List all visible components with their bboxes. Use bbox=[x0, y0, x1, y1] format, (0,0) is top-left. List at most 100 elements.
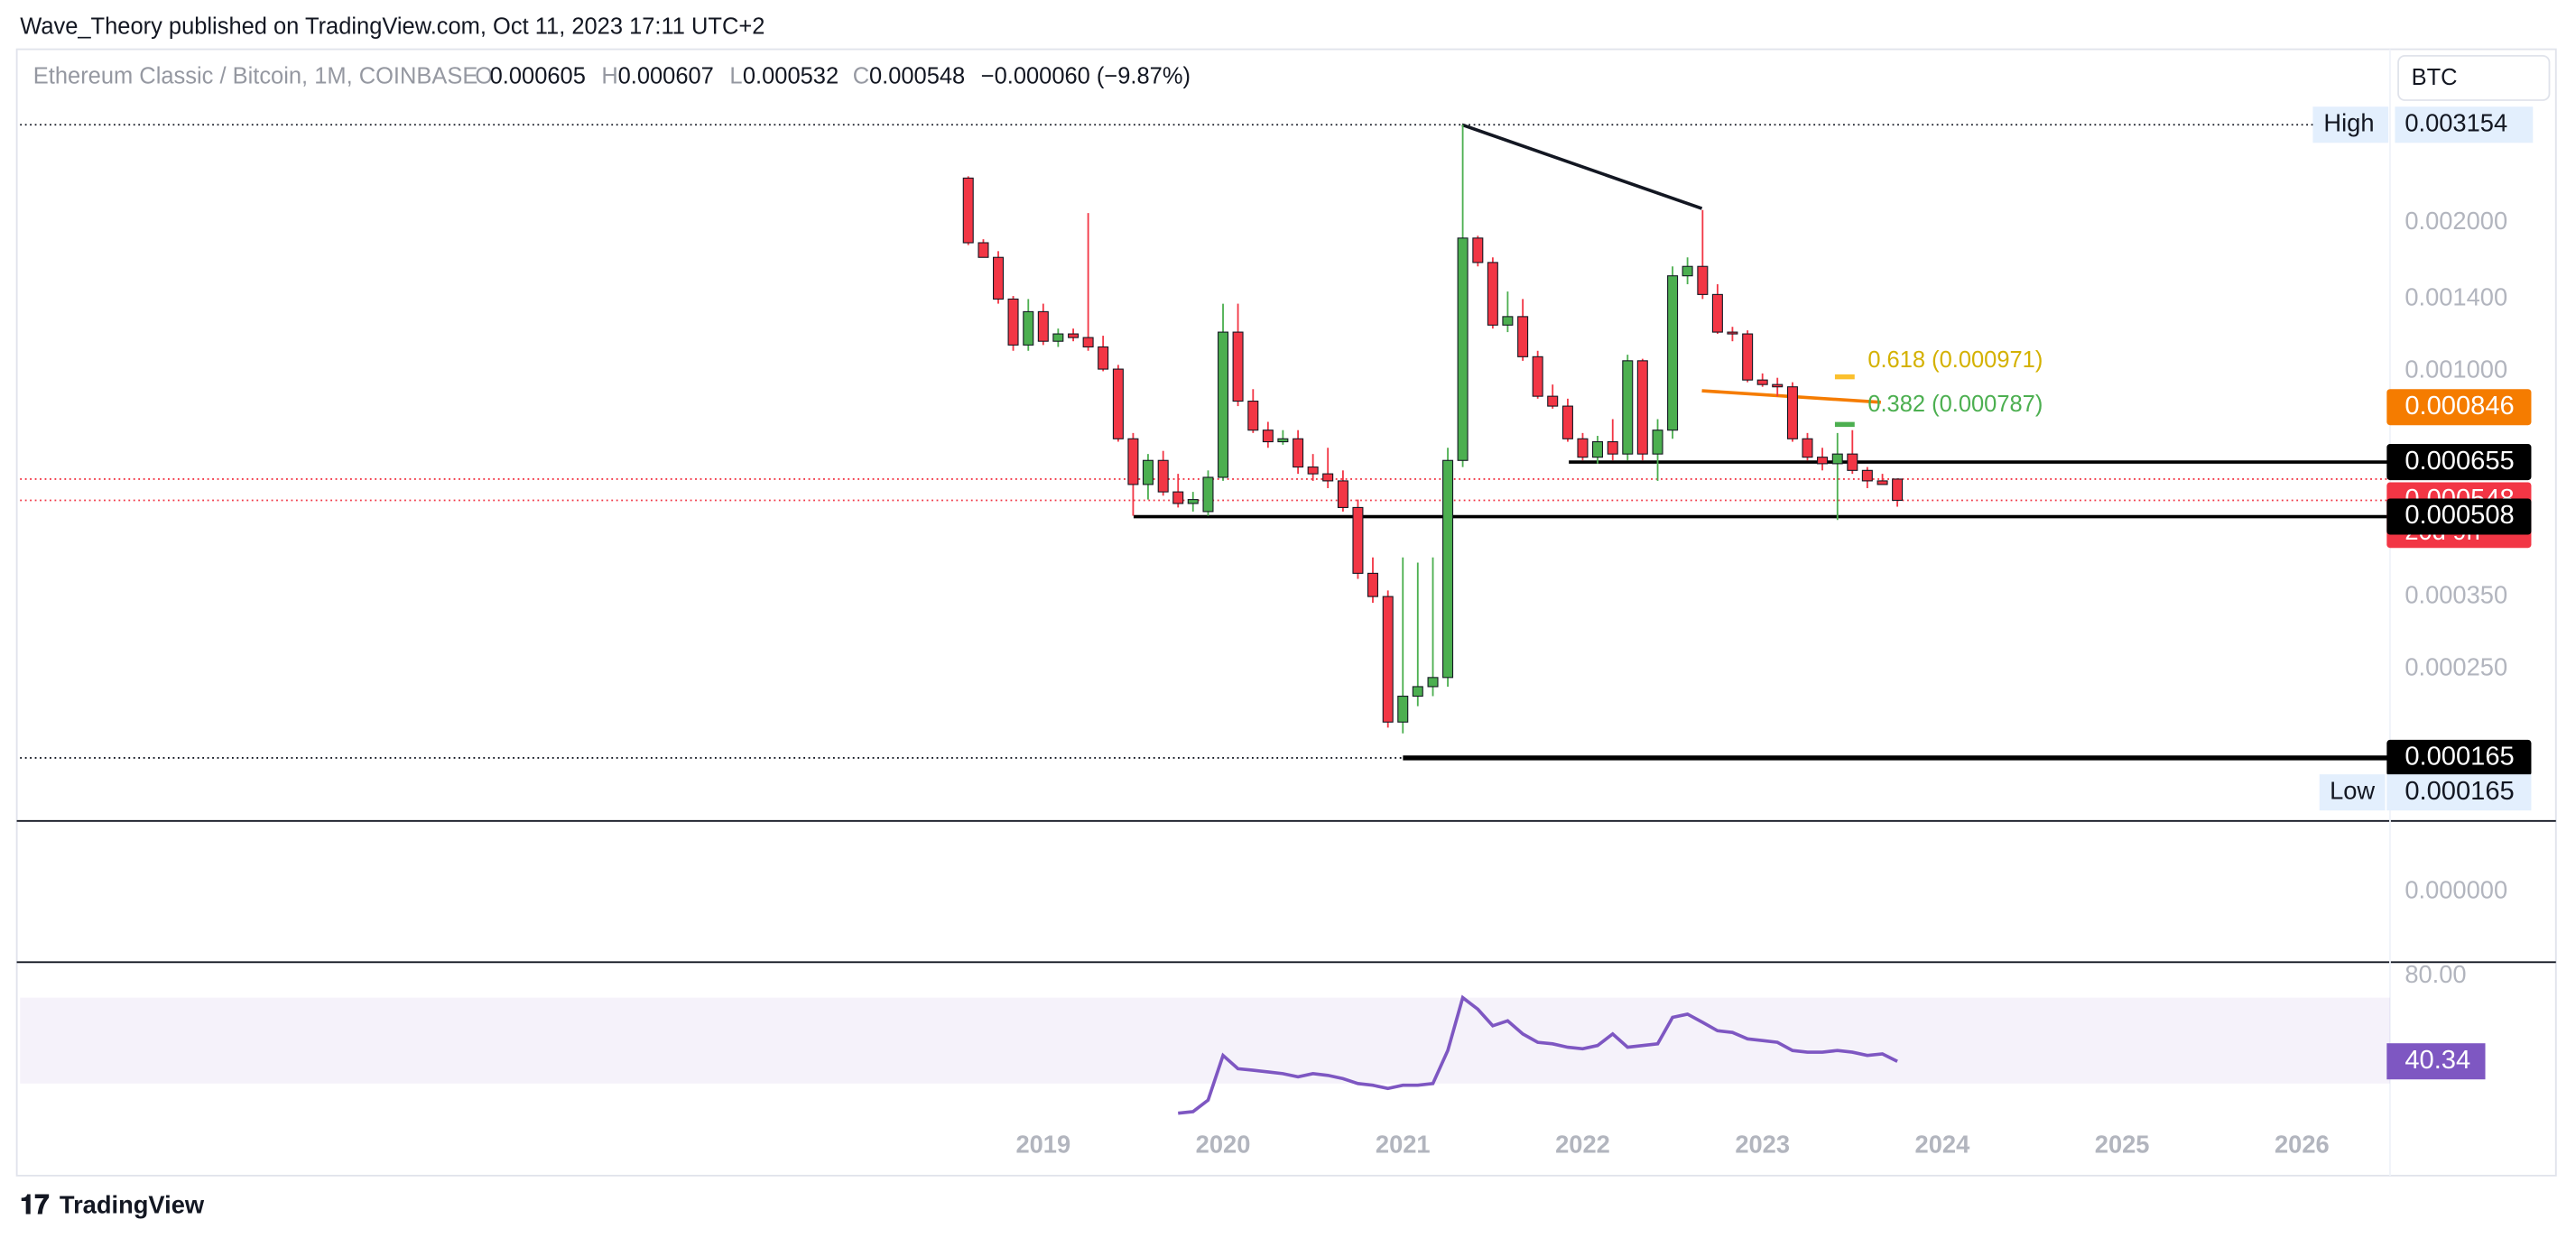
candle-body bbox=[962, 177, 974, 244]
candle-body bbox=[1622, 360, 1634, 455]
candle-body bbox=[1502, 316, 1514, 326]
header: Wave_Theory published on TradingView.com… bbox=[20, 14, 764, 40]
ema-badge: 0.000846 bbox=[2405, 392, 2514, 420]
level-badge: 0.000165 bbox=[2405, 743, 2514, 771]
candle-body bbox=[1172, 491, 1184, 504]
rsi-line bbox=[1178, 994, 1898, 1115]
candle-body bbox=[1052, 333, 1064, 342]
level-badge-bg bbox=[2386, 739, 2532, 776]
candle-body bbox=[1817, 457, 1829, 465]
x-tick-label: 2024 bbox=[1915, 1130, 1971, 1158]
change: −0.000060 (−9.87%) bbox=[981, 63, 1191, 88]
ohlc-c-value: 0.000548 bbox=[869, 63, 965, 88]
candle-body bbox=[1861, 469, 1873, 482]
candle-body bbox=[1636, 360, 1648, 455]
candle-body bbox=[1472, 237, 1484, 263]
ohlc-h-value: 0.000607 bbox=[618, 63, 714, 88]
candle-body bbox=[1352, 506, 1364, 574]
candle-body bbox=[1876, 480, 1888, 485]
candle-body bbox=[1532, 356, 1543, 397]
candle-body bbox=[1293, 438, 1304, 468]
candle-body bbox=[1742, 333, 1754, 381]
currency[interactable]: BTC bbox=[2412, 65, 2458, 90]
level-badge: 0.000508 bbox=[2405, 501, 2514, 530]
symbol-title: Ethereum Classic / Bitcoin, 1M, COINBASE bbox=[33, 63, 478, 88]
candle-body bbox=[1457, 237, 1469, 461]
high-value: 0.003154 bbox=[2405, 108, 2507, 136]
candle-body bbox=[1786, 386, 1798, 439]
candle-body bbox=[1232, 331, 1244, 402]
x-tick-label: 2022 bbox=[1555, 1130, 1610, 1158]
logo-mark: 𝟏𝟕 bbox=[20, 1191, 49, 1220]
macd-tick-label: 0.000000 bbox=[2405, 875, 2507, 903]
x-tick-label: 2023 bbox=[1735, 1130, 1790, 1158]
candle-body bbox=[1247, 401, 1259, 431]
ohlc-o-value: 0.000605 bbox=[490, 63, 586, 88]
candle-body bbox=[1218, 331, 1229, 478]
y-tick-label: 0.001000 bbox=[2405, 356, 2507, 383]
y-tick-label: 0.000250 bbox=[2405, 652, 2507, 680]
candle-body bbox=[1412, 686, 1423, 698]
y-tick-label: 0.002000 bbox=[2405, 207, 2507, 235]
x-tick-label: 2021 bbox=[1376, 1130, 1431, 1158]
candle-body bbox=[1007, 298, 1019, 346]
x-tick-label: 2019 bbox=[1015, 1130, 1070, 1158]
candle-body bbox=[1682, 265, 1693, 277]
candle-body bbox=[1727, 331, 1738, 335]
candle-body bbox=[1157, 459, 1169, 493]
candle-body bbox=[1667, 275, 1679, 431]
candle-body bbox=[1367, 572, 1378, 597]
candle-body bbox=[1831, 453, 1843, 465]
candle-body bbox=[1652, 430, 1663, 455]
low-value: 0.000165 bbox=[2405, 777, 2514, 806]
high-badge bbox=[2312, 106, 2389, 143]
candle-body bbox=[1487, 262, 1498, 326]
candle-body bbox=[1037, 310, 1049, 342]
footer[interactable]: TradingView bbox=[60, 1191, 205, 1219]
candle-body bbox=[1547, 395, 1559, 407]
candle-body bbox=[1112, 368, 1124, 439]
rsi-badge bbox=[2386, 1043, 2486, 1080]
candle-body bbox=[1517, 316, 1529, 357]
candle-body bbox=[1892, 478, 1904, 502]
candle-body bbox=[1607, 441, 1618, 455]
ohlc-h: H bbox=[601, 63, 617, 88]
currency-box[interactable] bbox=[2397, 54, 2551, 101]
candle-body bbox=[1322, 473, 1334, 482]
low-value-badge bbox=[2386, 774, 2532, 811]
ohlc-l: L bbox=[729, 63, 742, 88]
candle-body bbox=[1756, 379, 1768, 385]
candle-body bbox=[1023, 310, 1034, 346]
x-tick-label: 2020 bbox=[1196, 1130, 1251, 1158]
candle-body bbox=[1307, 467, 1319, 475]
fib-label: 0.618 (0.000971) bbox=[1867, 347, 2043, 373]
x-tick-label: 2026 bbox=[2275, 1130, 2330, 1158]
candle-body bbox=[1202, 476, 1214, 513]
candle-body bbox=[1382, 596, 1394, 723]
y-tick-label: 0.001400 bbox=[2405, 283, 2507, 311]
candle-body bbox=[1127, 438, 1139, 485]
candle-body bbox=[1711, 293, 1723, 333]
rsi-band bbox=[20, 997, 2390, 1084]
ohlc-c: C bbox=[853, 63, 869, 88]
x-tick-label: 2025 bbox=[2095, 1130, 2150, 1158]
candle-body bbox=[1142, 459, 1154, 485]
ohlc-o: O bbox=[475, 63, 493, 88]
level-badge-bg bbox=[2386, 444, 2532, 481]
high-value-badge bbox=[2395, 106, 2534, 143]
fib-label: 0.382 (0.000787) bbox=[1867, 392, 2043, 417]
candle-body bbox=[993, 256, 1005, 300]
candle-body bbox=[1847, 453, 1858, 471]
ema-badge-bg bbox=[2386, 389, 2532, 426]
candle-body bbox=[1577, 438, 1589, 458]
rsi-value: 40.34 bbox=[2405, 1046, 2470, 1075]
fib-618-marker bbox=[1834, 374, 1855, 380]
low-label: Low bbox=[2330, 776, 2375, 804]
rsi-tick-label: 80.00 bbox=[2405, 960, 2466, 988]
candle-body bbox=[1592, 441, 1604, 458]
candle-body bbox=[1397, 695, 1409, 723]
level-badge: 0.000655 bbox=[2405, 447, 2514, 476]
frame bbox=[15, 48, 2557, 1177]
level-badge-bg bbox=[2386, 498, 2532, 535]
